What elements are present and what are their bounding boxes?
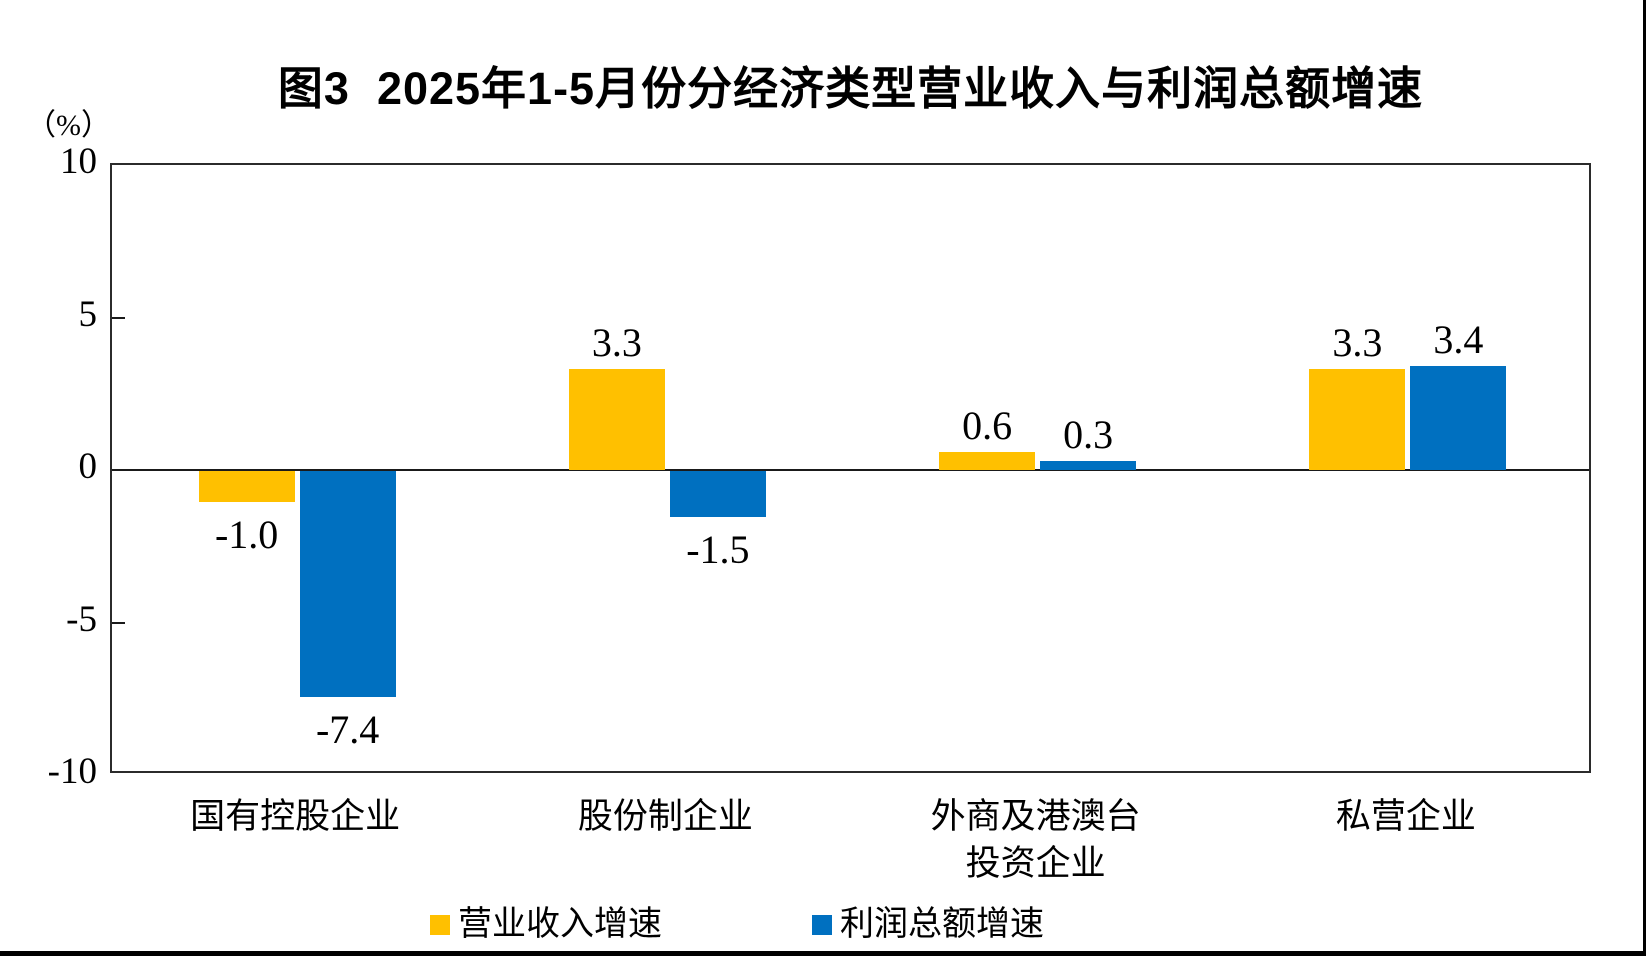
category-label: 外商及港澳台 投资企业 [930,797,1141,883]
y-tick-mark [112,316,125,319]
y-tick-label: -10 [47,751,97,792]
legend: 营业收入增速 利润总额增速 [430,905,1044,945]
category-label: 股份制企业 [577,797,753,836]
legend-label: 利润总额增速 [840,906,1044,943]
bar-revenue-3 [1309,369,1406,470]
bar-profit-2 [1040,460,1137,470]
y-tick-label: 10 [60,141,97,182]
plot-area: -1.0 3.3 0.6 3.3 -7.4 -1.5 0.3 3.4 [110,163,1591,773]
page-right-border [1643,0,1646,956]
zero-axis-line [112,469,1589,471]
y-tick-label: -5 [66,598,97,640]
bar-value-label: -1.0 [214,511,279,557]
bar-value-label: -1.5 [686,526,750,572]
bar-profit-0 [299,471,396,697]
page-bottom-border [0,951,1646,956]
category-label: 国有控股企业 [190,797,401,836]
y-axis-unit-label: （%） [26,109,111,142]
y-tick-label: 5 [78,293,98,335]
bar-value-label: -7.4 [315,706,380,752]
legend-swatch-icon [430,915,450,935]
bar-value-label: 0.3 [1063,411,1114,457]
bar-revenue-0 [198,471,295,502]
legend-swatch-icon [812,915,832,935]
bar-revenue-2 [939,451,1036,470]
y-tick-label: 0 [78,446,98,487]
bar-revenue-1 [568,369,665,470]
bar-profit-1 [669,471,766,517]
bar-value-label: 3.3 [591,320,642,366]
legend-label: 营业收入增速 [458,906,662,943]
y-tick-mark [112,621,125,624]
bar-value-label: 0.6 [962,402,1013,448]
legend-item-revenue: 营业收入增速 [430,905,662,945]
bar-profit-3 [1410,366,1507,470]
legend-item-profit: 利润总额增速 [812,905,1044,945]
category-label: 私营企业 [1335,797,1476,836]
bar-value-label: 3.4 [1433,317,1484,363]
bar-value-label: 3.3 [1332,320,1383,366]
chart-title: 图3 2025年1-5月份分经济类型营业收入与利润总额增速 [277,63,1424,114]
